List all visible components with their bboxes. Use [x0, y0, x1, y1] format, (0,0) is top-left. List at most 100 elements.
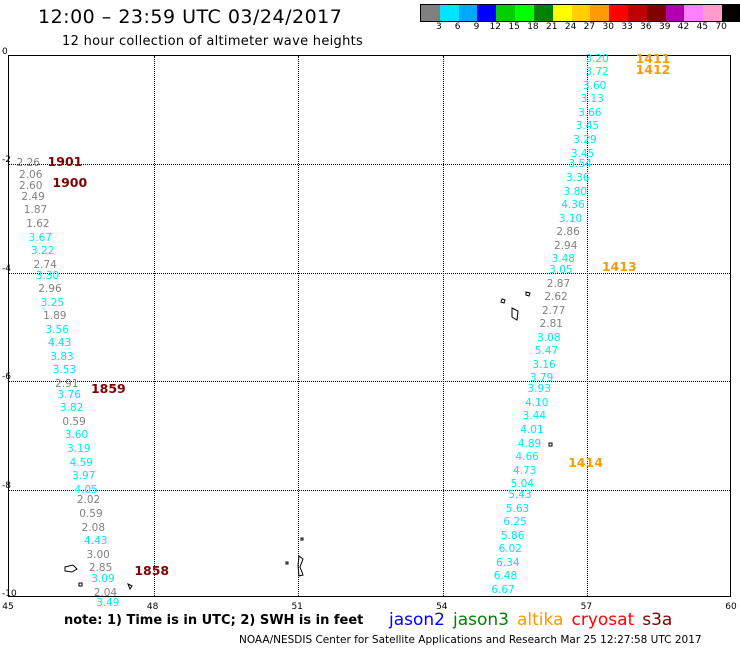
swh-value-cryosat: 3.53	[52, 364, 77, 377]
y-tick-label: -8	[2, 480, 11, 491]
time-label-altika: 1411	[635, 50, 671, 66]
swh-value-cryosat: 2.91	[55, 377, 79, 390]
swh-value-altika: 3.20	[585, 52, 609, 65]
y-tick-label: 0	[2, 47, 8, 57]
colorbar-label: 24	[564, 22, 577, 32]
island-1	[500, 298, 506, 304]
swh-value-cryosat: 3.19	[67, 442, 91, 455]
swh-value-altika: 3.80	[563, 185, 588, 198]
colorbar-swatch	[477, 5, 497, 21]
swh-value-altika: 4.10	[525, 396, 549, 409]
swh-value-altika: 5.43	[508, 489, 532, 502]
swh-value-cryosat: 1.87	[23, 204, 48, 217]
colorbar-swatch	[515, 5, 534, 21]
grid-line-vertical	[298, 56, 300, 596]
swh-value-altika: 3.08	[537, 331, 561, 344]
time-label-cryosat: 1858	[134, 562, 170, 578]
island-7	[285, 561, 289, 565]
swh-value-altika: 3.10	[558, 212, 583, 225]
time-label-cryosat: 1901	[47, 153, 83, 169]
legend-s3a: s3a	[642, 610, 673, 630]
swh-value-altika: 5.63	[505, 502, 530, 515]
swh-value-cryosat: 4.43	[47, 337, 72, 350]
swh-value-altika: 3.13	[580, 93, 604, 106]
colorbar-swatch	[627, 5, 647, 21]
map-plot-area: 2.26 2.06 2.60 2.49 1.87 1.62 3.67 3.22 2.74 3.30…	[8, 50, 731, 609]
swh-value-cryosat: 2.08	[81, 521, 106, 534]
swh-value-altika: 4.66	[515, 451, 539, 464]
colorbar-label: 42	[677, 22, 690, 32]
note-text: note: 1) Time is in UTC; 2) SWH is in fe…	[64, 613, 364, 628]
map-title: 12:00 – 23:59 UTC 03/24/2017	[38, 6, 343, 28]
colorbar-swatch	[646, 5, 666, 21]
x-tick-label: 54	[436, 602, 448, 612]
colorbar-label: 33	[621, 22, 633, 32]
island-5	[297, 555, 304, 577]
island-4	[548, 442, 553, 447]
swh-value-altika: 3.60	[582, 79, 607, 92]
island-9	[78, 582, 83, 587]
x-tick-label: 60	[725, 602, 737, 612]
swh-value-cryosat: 2.26	[16, 157, 40, 170]
colorbar-swatch	[533, 5, 553, 21]
swh-value-cryosat: 3.30	[35, 269, 60, 282]
swh-value-cryosat: 3.00	[86, 548, 110, 561]
x-tick-label: 57	[580, 602, 593, 612]
swh-value-cryosat: 3.76	[57, 388, 81, 401]
colorbar-swatch	[552, 5, 572, 21]
colorbar-label: 45	[696, 22, 709, 32]
colorbar-swatch	[571, 5, 591, 21]
x-tick-label: 45	[2, 602, 14, 612]
swh-value-cryosat: 2.49	[21, 190, 45, 203]
swh-value-altika: 4.36	[561, 199, 585, 212]
x-tick-label: 48	[146, 602, 159, 612]
swh-value-cryosat: 2.02	[76, 494, 101, 507]
grid-line-horizontal	[9, 381, 730, 383]
legend-altika: altika	[517, 610, 564, 630]
swh-value-cryosat: 3.82	[59, 402, 84, 415]
swh-value-cryosat: 4.05	[74, 483, 98, 496]
grid-line-horizontal	[9, 164, 730, 166]
colorbar-swatch	[458, 5, 478, 21]
time-label-altika: 1414	[568, 454, 603, 470]
swh-value-altika: 3.79	[529, 372, 554, 385]
colorbar-label: 6	[454, 22, 461, 32]
swh-value-altika: 3.45	[575, 120, 600, 133]
time-label-altika: 1412	[635, 61, 671, 77]
colorbar-label: 12	[489, 22, 502, 32]
swh-value-cryosat: 3.25	[40, 296, 65, 309]
y-tick-label: -2	[2, 155, 11, 166]
swh-value-altika: 6.48	[493, 570, 518, 583]
colorbar-label: 9	[473, 22, 480, 32]
colorbar-swatch	[684, 5, 704, 21]
swh-value-cryosat: 1.89	[43, 310, 67, 323]
swh-value-cryosat: 2.85	[88, 562, 113, 575]
grid-line-vertical	[442, 56, 444, 596]
swh-value-altika: 6.34	[496, 556, 520, 569]
colorbar-swatch	[609, 5, 628, 21]
colorbar-swatch	[590, 5, 610, 21]
swh-value-altika: 2.87	[546, 277, 571, 290]
swh-value-altika: 6.67	[491, 583, 515, 596]
colorbar-label: 39	[658, 22, 671, 32]
colorbar-swatch	[703, 5, 722, 21]
legend-jason2: jason2	[389, 610, 445, 630]
swh-value-altika: 2.62	[544, 291, 568, 304]
swh-value-cryosat: 3.56	[45, 323, 69, 336]
satellite-legend: jason2 jason3 altika cryosat s3a	[389, 610, 680, 630]
swh-value-cryosat: 2.60	[18, 180, 43, 193]
island-3	[511, 307, 519, 321]
y-tick-label: -4	[2, 263, 11, 274]
swh-value-altika: 6.25	[503, 516, 527, 529]
swh-value-altika: 2.81	[539, 318, 563, 331]
swh-value-altika: 5.04	[510, 478, 535, 491]
swh-value-altika: 2.77	[541, 304, 566, 317]
island-10	[127, 582, 133, 591]
colorbar-swatch	[496, 5, 516, 21]
swh-value-altika: 3.29	[573, 134, 597, 146]
legend-cryosat: cryosat	[571, 610, 635, 630]
swh-value-altika: 3.36	[566, 171, 590, 184]
colorbar-label: 21	[546, 22, 558, 32]
swh-value-cryosat: 2.06	[18, 169, 43, 182]
